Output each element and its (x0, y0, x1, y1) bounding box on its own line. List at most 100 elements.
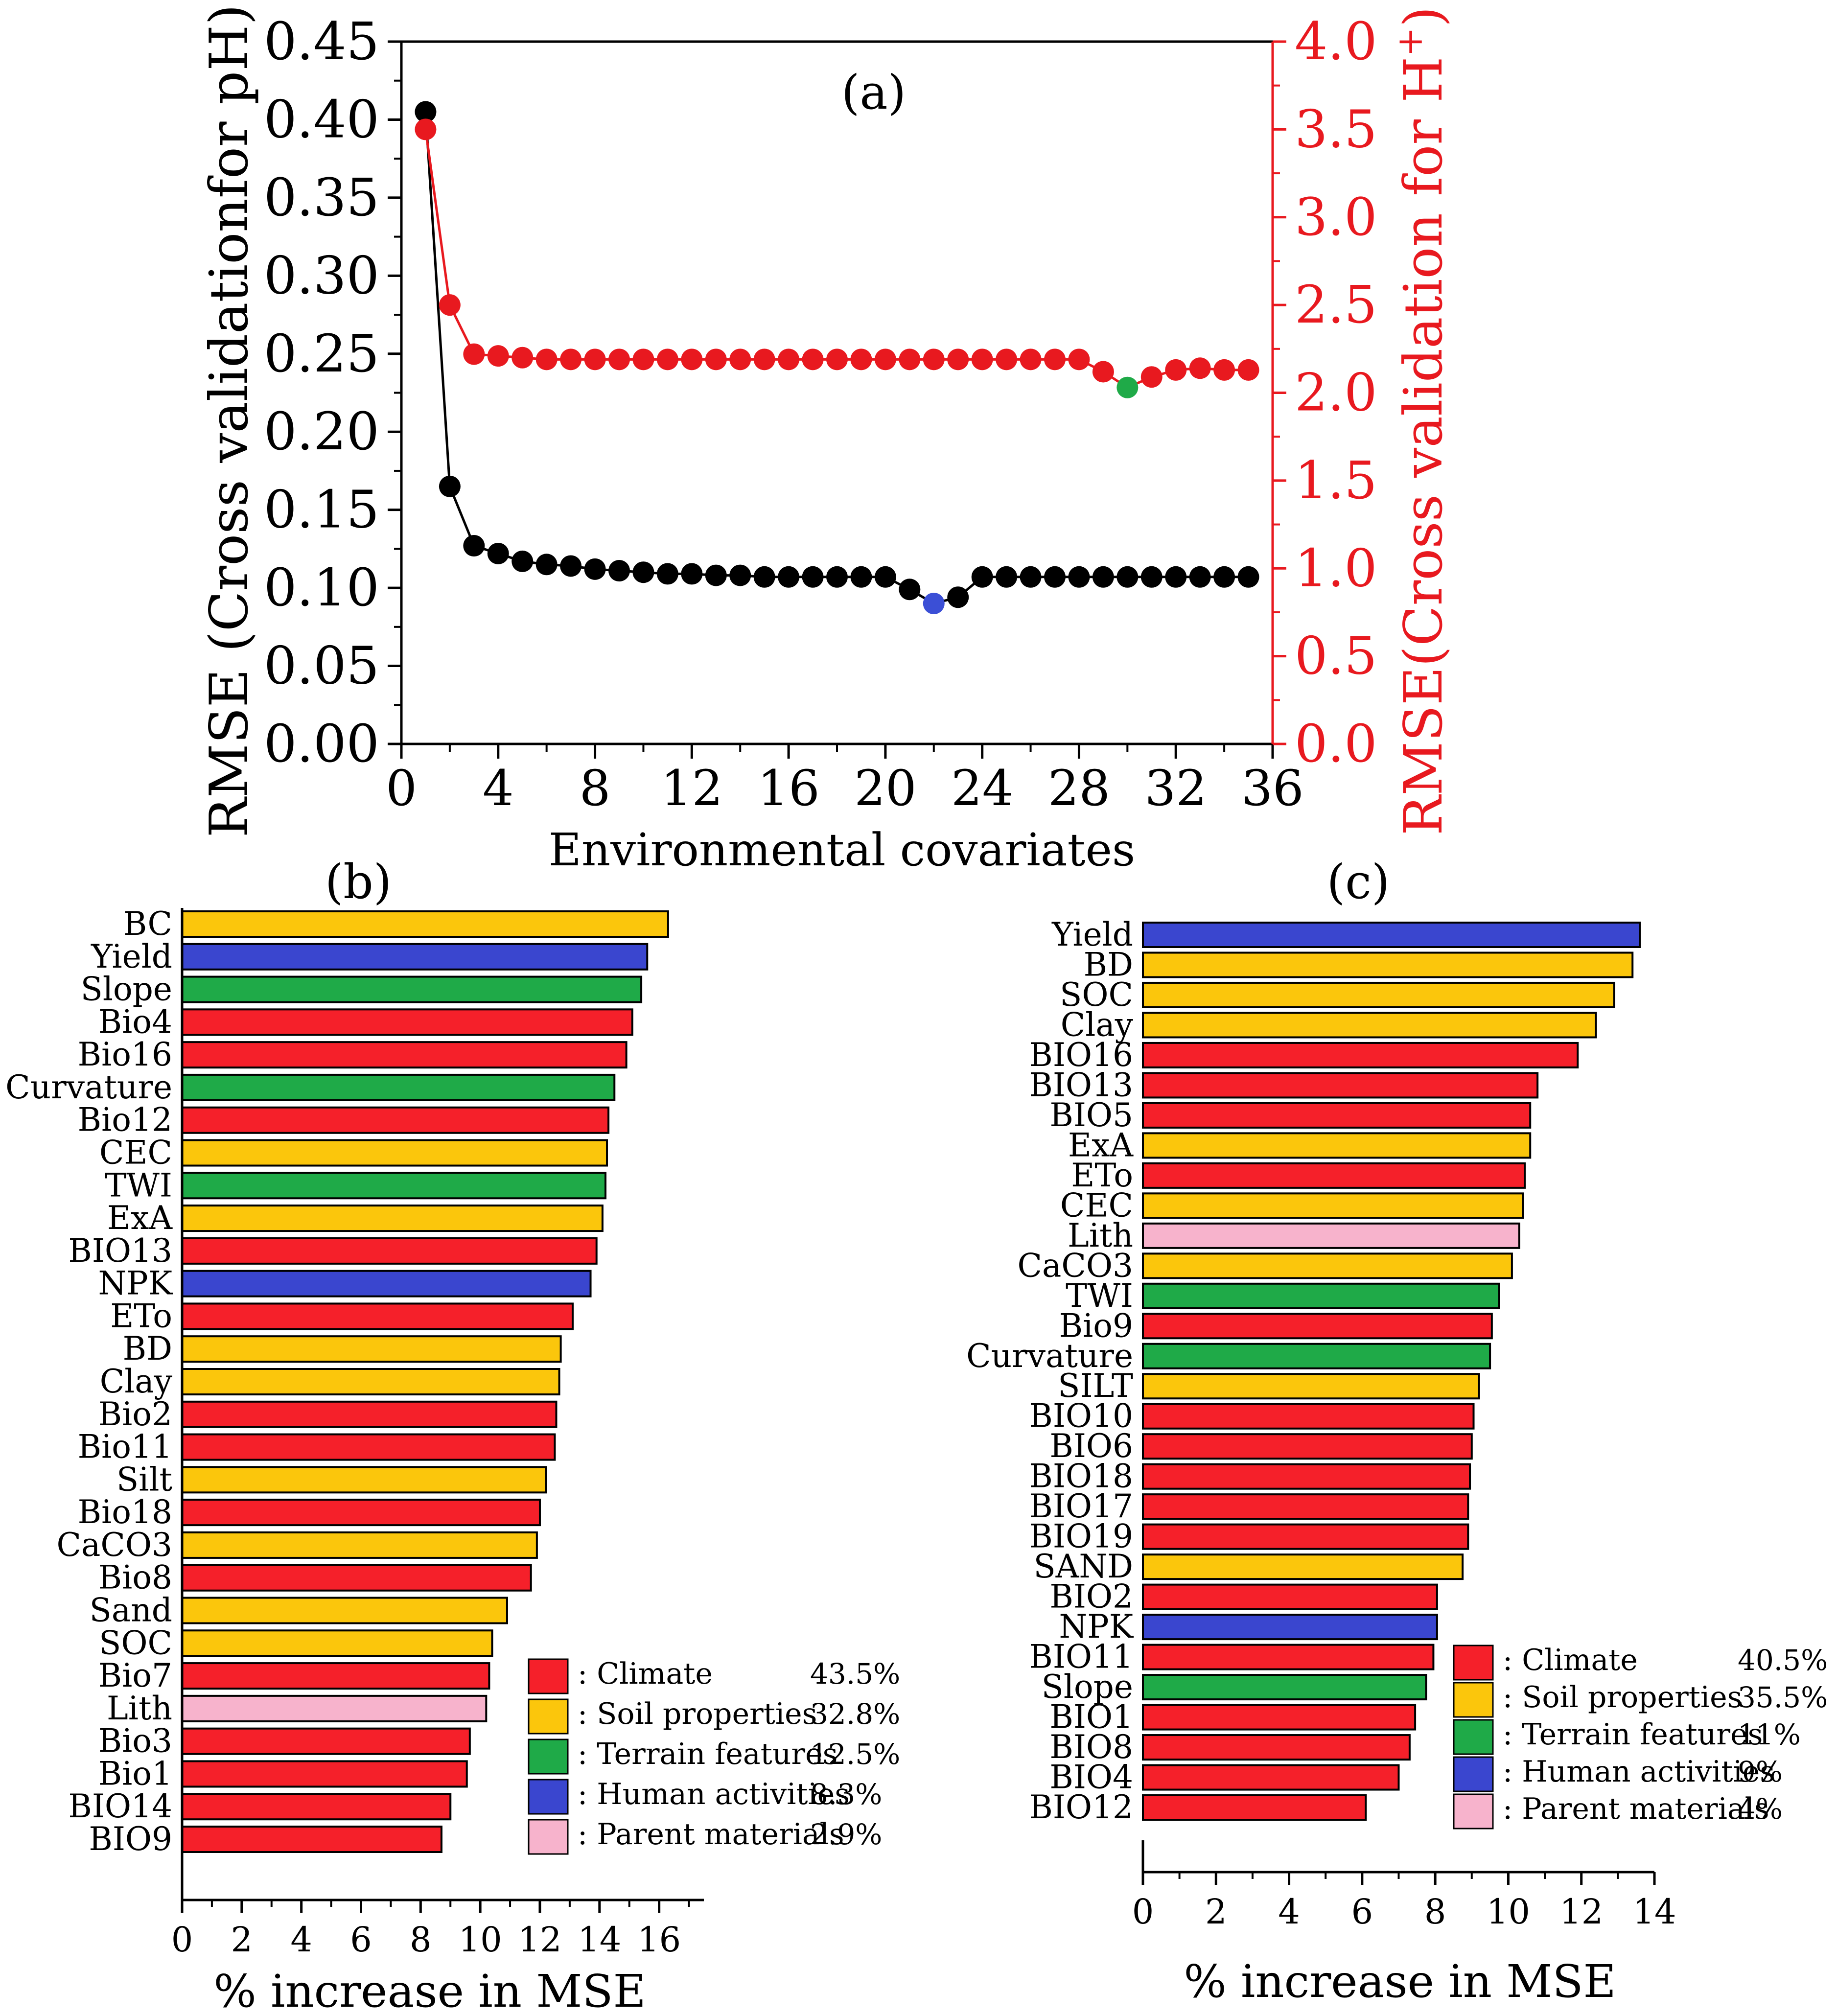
bar-label: Bio8 (98, 1559, 172, 1597)
right-y-tick-label: 1.0 (1295, 538, 1377, 598)
bar-exa (1142, 1132, 1532, 1159)
bar-label: Lith (107, 1690, 172, 1727)
ph-point (656, 563, 678, 585)
bar-bio19 (1142, 1523, 1469, 1550)
bar-label: BIO9 (89, 1820, 172, 1858)
left-y-tick-label: 0.20 (264, 401, 379, 462)
bar-bio1 (181, 1760, 468, 1788)
bar-bio3 (181, 1727, 471, 1755)
legend-label-human: : Human activities (1503, 1755, 1775, 1789)
h-plus-point (439, 294, 461, 316)
ph-point (874, 566, 896, 588)
bar-label: Bio12 (78, 1101, 172, 1139)
legend-pct-human: 8.3% (810, 1778, 882, 1811)
bar-slope (181, 975, 643, 1003)
bar-silt (181, 1466, 547, 1494)
bar-label: TWI (1066, 1277, 1133, 1315)
bar-bio10 (1142, 1403, 1475, 1430)
legend-pct-terrain: 11% (1738, 1718, 1801, 1751)
bar-label: Curvature (966, 1337, 1133, 1375)
legend-label-climate: : Climate (578, 1657, 713, 1691)
legend-label-soil: : Soil properties (1503, 1680, 1742, 1715)
h-plus-point (996, 348, 1018, 371)
bar-npk (181, 1270, 592, 1298)
x-tick-label: 6 (350, 1920, 372, 1960)
bar-label: ETo (110, 1297, 172, 1335)
h-plus-point (584, 348, 606, 371)
right-y-tick-label: 0.5 (1295, 626, 1377, 686)
x-tick-label: 4 (1278, 1892, 1300, 1932)
x-tick-label: 14 (1632, 1892, 1676, 1932)
x-tick-label: 4 (290, 1920, 312, 1960)
bar-label: Clay (100, 1363, 173, 1400)
bar-exa (181, 1205, 604, 1232)
ph-point (971, 566, 993, 588)
bar-clay (1142, 1012, 1597, 1039)
ph-point (1044, 566, 1066, 588)
panel-c-x-axis-title: % increase in MSE (1184, 1955, 1616, 2008)
h-plus-point (415, 118, 437, 140)
right-y-tick-label: 0.0 (1295, 714, 1377, 774)
series-markers (415, 101, 1259, 614)
bar-bio8 (1142, 1734, 1411, 1761)
panel-b-axes: 0 2 4 6 8 10 12 14 16 (171, 908, 704, 1960)
right-y-title-main: RMSE(Cross validation for H (1393, 57, 1454, 835)
bar-label: BIO2 (1049, 1578, 1133, 1616)
bar-slope (1142, 1674, 1427, 1701)
bar-label: BIO10 (1029, 1397, 1133, 1435)
h-plus-point (1165, 359, 1187, 381)
h-plus-point (1092, 361, 1114, 383)
legend-pct-climate: 43.5% (810, 1657, 900, 1691)
bar-bd (1142, 951, 1634, 978)
x-tick-label: 28 (1048, 760, 1110, 817)
bar-clay (181, 1368, 560, 1395)
left-y-tick-label: 0.00 (264, 714, 379, 774)
bar-label: SOC (1060, 976, 1133, 1014)
bar-bio17 (1142, 1493, 1469, 1520)
bar-bio18 (181, 1499, 541, 1527)
x-tick-label: 10 (1487, 1892, 1530, 1932)
bar-bio2 (1142, 1583, 1438, 1610)
bar-label: Bio9 (1059, 1307, 1133, 1344)
bar-label: BC (123, 905, 172, 943)
bar-bio12 (1142, 1794, 1367, 1821)
bar-label: BIO14 (68, 1787, 172, 1825)
bar-label: Bio7 (98, 1657, 172, 1694)
legend-pct-terrain: 12.5% (810, 1738, 900, 1771)
ph-point (705, 564, 727, 586)
ph-point (899, 579, 921, 601)
panel-a-axes: 0 4 8 12 16 20 24 28 32 36 0.00 0.05 0.10 0.15 0.20 0.2… (264, 11, 1377, 817)
x-tick-label: 4 (483, 760, 514, 817)
h-plus-point (778, 348, 800, 371)
legend-label-human: : Human activities (578, 1777, 850, 1811)
legend-label-climate: : Climate (1503, 1643, 1638, 1677)
x-tick-label: 8 (410, 1920, 432, 1960)
x-tick-label: 14 (578, 1920, 621, 1960)
left-y-tick-label: 0.40 (264, 89, 379, 149)
h-plus-point (923, 348, 945, 371)
bar-eto (1142, 1162, 1526, 1189)
left-y-tick-label: 0.45 (264, 11, 379, 71)
panel-a-left-y-axis-title: RMSE (Cross validationfor pH) (199, 4, 260, 838)
ph-point (778, 566, 800, 588)
bar-bc (181, 910, 669, 938)
ph-point (681, 563, 703, 585)
bar-label: Sand (90, 1592, 172, 1629)
bar-bio16 (1142, 1042, 1579, 1068)
bar-bio4 (181, 1008, 633, 1036)
bar-soc (181, 1629, 493, 1657)
right-y-tick-label: 1.5 (1295, 450, 1377, 510)
h-plus-point (753, 348, 775, 371)
bar-label: Bio1 (98, 1755, 172, 1792)
x-tick-label: 6 (1351, 1892, 1373, 1932)
legend-label-parent: : Parent materials (1503, 1792, 1769, 1826)
h-plus-point (1116, 376, 1139, 398)
bar-bio16 (181, 1041, 628, 1069)
bar-label: CaCO3 (57, 1526, 172, 1564)
bar-label: SILT (1058, 1367, 1133, 1405)
bar-bio14 (181, 1793, 452, 1821)
bar-twi (1142, 1282, 1500, 1309)
ph-point (1140, 566, 1163, 588)
